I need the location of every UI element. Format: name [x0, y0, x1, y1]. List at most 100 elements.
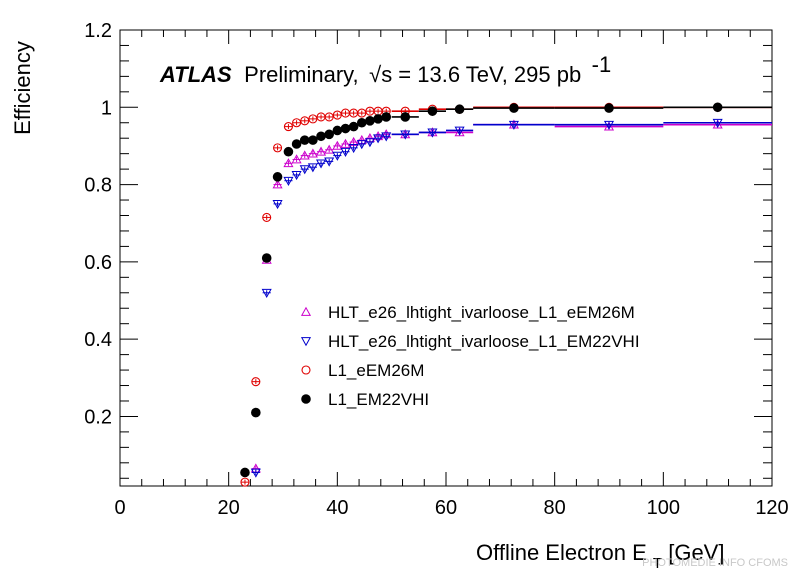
legend-label: HLT_e26_lhtight_ivarloose_L1_eEM26M: [328, 303, 635, 322]
x-tick-label: 60: [435, 497, 457, 519]
data-point: [250, 468, 261, 478]
y-tick-label: 0.8: [84, 175, 112, 197]
data-point: [509, 103, 519, 113]
data-point: [316, 131, 326, 142]
data-point: [307, 148, 318, 158]
data-point: [454, 126, 465, 136]
data-point: [272, 200, 283, 210]
x-axis-title: Offline Electron E T [GeV]: [476, 540, 724, 572]
legend-label: HLT_e26_lhtight_ivarloose_L1_EM22VHI: [328, 332, 640, 351]
x-tick-label: 20: [218, 497, 240, 519]
data-point: [299, 135, 310, 145]
data-point: [604, 103, 614, 113]
data-point: [292, 118, 302, 128]
data-point: [508, 120, 519, 130]
x-axis-title-sub: T: [653, 555, 662, 572]
data-point: [307, 163, 318, 173]
data-point: [272, 179, 283, 189]
data-point: [356, 140, 367, 150]
data-point: [283, 146, 294, 157]
legend-entry: HLT_e26_lhtight_ivarloose_L1_EM22VHI: [300, 332, 640, 351]
data-point: [291, 154, 302, 164]
data-point: [332, 110, 342, 120]
legend-entry: L1_EM22VHI: [301, 390, 429, 409]
series-layer: [240, 102, 772, 487]
data-point: [315, 146, 327, 156]
legend-marker: [300, 337, 312, 347]
data-point: [283, 158, 294, 168]
y-tick-label: 1: [101, 97, 112, 119]
data-point: [356, 117, 367, 128]
legend-marker: [300, 306, 312, 316]
series-HLT_e26_lhtight_ivarloose_L1_EM22VHI: [250, 118, 772, 478]
data-point: [315, 159, 327, 169]
data-point: [365, 116, 375, 126]
data-point: [427, 106, 438, 116]
data-point: [261, 253, 272, 263]
data-point: [261, 288, 272, 299]
data-point: [454, 104, 465, 115]
x-axis-title-unit: [GeV]: [668, 540, 724, 565]
atlas-label: ATLAS: [159, 62, 232, 87]
data-point: [340, 147, 351, 157]
data-point: [357, 108, 367, 118]
series-L1_eEM26M: [240, 102, 772, 487]
data-point: [400, 130, 411, 140]
x-tick-label: 0: [114, 497, 125, 519]
data-point: [712, 118, 723, 128]
data-point: [603, 120, 615, 130]
data-point: [332, 125, 343, 136]
data-point: [454, 127, 465, 137]
y-tick-label: 0.6: [84, 252, 112, 274]
series-HLT_e26_lhtight_ivarloose_L1_eEM26M: [250, 119, 772, 473]
data-point: [340, 123, 351, 134]
data-point: [324, 129, 334, 140]
data-point: [348, 121, 359, 132]
data-point: [381, 112, 392, 122]
atlas-annotation: ATLAS Preliminary, √s = 13.6 TeV, 295 pb…: [159, 52, 611, 87]
atlas-preliminary: Preliminary,: [244, 62, 359, 87]
legend-label: L1_EM22VHI: [328, 390, 429, 409]
data-point: [373, 134, 384, 144]
data-point: [291, 171, 302, 181]
data-point: [712, 119, 723, 129]
data-point: [283, 176, 294, 186]
data-point: [291, 139, 302, 149]
data-point: [332, 151, 343, 161]
y-axis: 0.2 0.4 0.6 0.8 1 1.2: [84, 20, 772, 479]
x-tick-label: 120: [755, 497, 788, 519]
data-point: [324, 112, 334, 122]
data-point: [300, 116, 310, 126]
data-point: [251, 407, 261, 418]
data-point: [332, 140, 343, 150]
data-point: [364, 138, 375, 148]
series-L1_EM22VHI: [240, 102, 772, 478]
legend-label: L1_eEM26M: [328, 361, 424, 380]
legend: HLT_e26_lhtight_ivarloose_L1_eEM26M HLT_e…: [300, 303, 640, 409]
data-point: [273, 143, 283, 153]
data-point: [427, 128, 438, 138]
watermark: PHOTOMEDIE INFO CFOMS: [642, 557, 788, 569]
y-tick-label: 0.4: [84, 329, 112, 351]
data-point: [712, 102, 723, 113]
data-point: [324, 144, 335, 154]
data-point: [373, 114, 383, 124]
atlas-energy-lumi: √s = 13.6 TeV, 295 pb: [369, 62, 581, 87]
data-point: [251, 377, 261, 387]
y-tick-label: 0.2: [84, 406, 112, 428]
y-tick-label: 1.2: [84, 20, 112, 42]
plot-frame: [119, 29, 773, 487]
data-point: [299, 150, 310, 160]
x-axis-title-main: Offline Electron E: [476, 540, 647, 565]
legend-entry: HLT_e26_lhtight_ivarloose_L1_eEM26M: [300, 303, 635, 322]
data-point: [308, 114, 318, 124]
data-point: [240, 467, 250, 478]
data-point: [272, 172, 283, 182]
legend-marker: [301, 394, 311, 404]
data-point: [381, 132, 392, 142]
data-point: [348, 144, 359, 154]
legend-entry: L1_eEM26M: [301, 361, 424, 380]
data-point: [299, 165, 310, 175]
data-point: [262, 212, 272, 222]
